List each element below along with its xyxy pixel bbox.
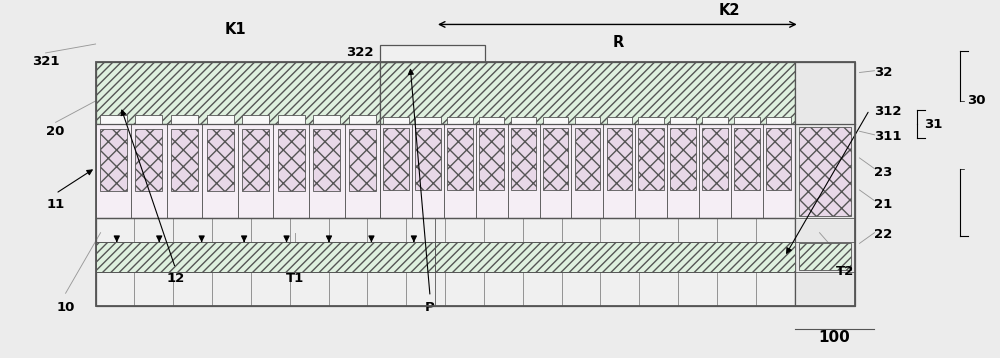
Text: 20: 20 (46, 125, 65, 138)
Bar (795, 62, 855, 306)
Text: T2: T2 (835, 265, 854, 279)
Bar (273, 124, 309, 218)
Bar (96, 242, 435, 272)
Bar (345, 124, 380, 218)
Bar (207, 130, 234, 191)
Bar (447, 129, 473, 190)
Bar (383, 129, 409, 190)
Bar (435, 242, 795, 272)
Text: 32: 32 (874, 66, 893, 79)
Bar (638, 117, 664, 124)
Bar (380, 62, 795, 124)
Bar (763, 124, 795, 218)
Bar (575, 117, 600, 124)
Bar (100, 130, 127, 191)
Bar (543, 129, 568, 190)
Bar (415, 117, 441, 124)
Bar (702, 129, 728, 190)
Bar (415, 129, 441, 190)
Text: 321: 321 (32, 55, 59, 68)
Text: K2: K2 (719, 3, 740, 18)
Bar (96, 62, 380, 124)
Bar (731, 124, 763, 218)
Bar (699, 124, 731, 218)
Bar (670, 117, 696, 124)
Bar (734, 117, 760, 124)
Bar (167, 124, 202, 218)
Bar (603, 124, 635, 218)
Bar (135, 130, 162, 191)
Bar (131, 124, 167, 218)
Bar (734, 129, 760, 190)
Text: R: R (612, 35, 623, 50)
Bar (476, 124, 508, 218)
Bar (479, 117, 504, 124)
Bar (313, 130, 340, 191)
Bar (349, 130, 376, 191)
Text: K1: K1 (225, 22, 246, 37)
Text: 10: 10 (56, 301, 75, 314)
Text: 22: 22 (874, 228, 893, 241)
Bar (447, 117, 473, 124)
Bar (96, 218, 795, 306)
Text: 322: 322 (346, 47, 374, 59)
Bar (383, 117, 409, 124)
Bar (100, 115, 127, 124)
Text: 100: 100 (819, 330, 850, 345)
Bar (511, 117, 536, 124)
Bar (479, 129, 504, 190)
Bar (670, 129, 696, 190)
Bar (380, 45, 485, 62)
Text: 11: 11 (46, 198, 65, 211)
Bar (412, 124, 444, 218)
Bar (543, 117, 568, 124)
Bar (607, 117, 632, 124)
Bar (540, 124, 571, 218)
Bar (635, 124, 667, 218)
Text: T1: T1 (286, 272, 304, 285)
Bar (242, 115, 269, 124)
Bar (309, 124, 345, 218)
Text: 312: 312 (874, 105, 902, 118)
Text: 311: 311 (874, 130, 902, 143)
Bar (799, 243, 851, 270)
Bar (508, 124, 540, 218)
Bar (766, 129, 791, 190)
Bar (766, 117, 791, 124)
Bar (278, 115, 305, 124)
Bar (575, 129, 600, 190)
Bar (135, 115, 162, 124)
Text: 23: 23 (874, 166, 893, 179)
Text: 30: 30 (967, 95, 986, 107)
Bar (380, 124, 412, 218)
Bar (799, 127, 851, 216)
Bar (278, 130, 305, 191)
Text: 21: 21 (874, 198, 893, 211)
Bar (313, 115, 340, 124)
Bar (96, 124, 131, 218)
Bar (207, 115, 234, 124)
Bar (667, 124, 699, 218)
Bar (349, 115, 376, 124)
Bar (202, 124, 238, 218)
Bar (638, 129, 664, 190)
Bar (511, 129, 536, 190)
Bar (238, 124, 273, 218)
Text: 12: 12 (166, 272, 185, 285)
Bar (171, 130, 198, 191)
Bar (607, 129, 632, 190)
Bar (96, 62, 855, 306)
Bar (171, 115, 198, 124)
Bar (571, 124, 603, 218)
Bar (242, 130, 269, 191)
Text: 31: 31 (924, 118, 943, 131)
Bar (444, 124, 476, 218)
Text: P: P (425, 301, 435, 314)
Bar (702, 117, 728, 124)
